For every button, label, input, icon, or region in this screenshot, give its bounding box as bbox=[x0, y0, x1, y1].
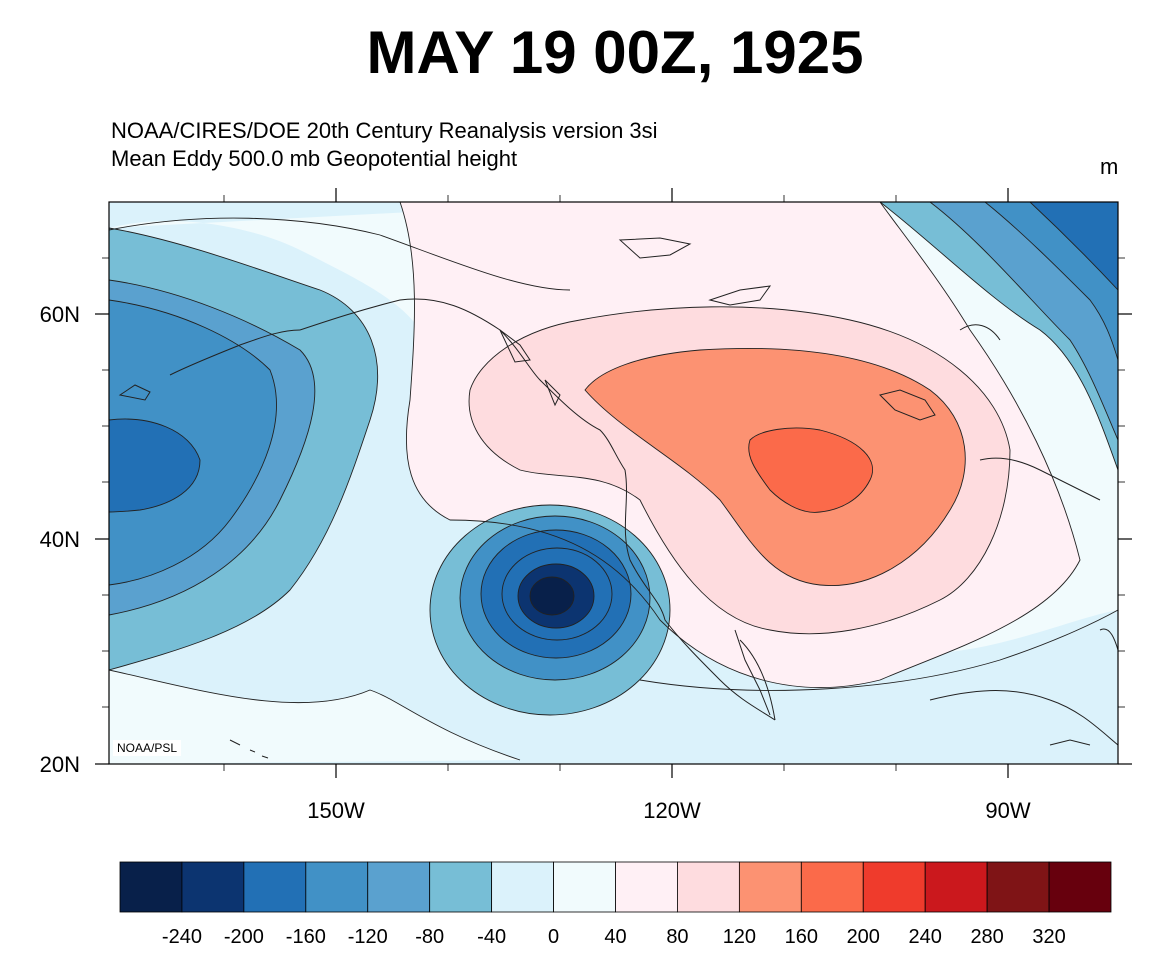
colorbar-tick-label: 160 bbox=[784, 926, 818, 948]
colorbar-swatch bbox=[800, 861, 864, 913]
subtitle-variable: Mean Eddy 500.0 mb Geopotential height bbox=[111, 146, 518, 171]
field-neg-west-3 bbox=[109, 300, 277, 585]
colorbar-tick-label: -240 bbox=[161, 926, 202, 948]
colorbar-swatch bbox=[491, 861, 554, 913]
lat-label-40n: 40N bbox=[39, 527, 80, 552]
lat-label-60n: 60N bbox=[39, 302, 80, 327]
colorbar-tick-label: -200 bbox=[223, 926, 264, 948]
coastlines bbox=[118, 237, 1118, 759]
colorbar-tick-label: 40 bbox=[604, 926, 627, 948]
colorbar-swatch bbox=[924, 861, 988, 913]
colorbar-tick-label: 280 bbox=[970, 926, 1004, 948]
colorbar-tick-label: 240 bbox=[908, 926, 942, 948]
colorbar-swatch bbox=[1048, 861, 1112, 913]
colorbar-tick-label: 80 bbox=[666, 926, 689, 948]
colorbar-swatch bbox=[677, 861, 740, 913]
map-minor-ticks bbox=[102, 195, 1125, 771]
colorbar-swatch bbox=[305, 861, 369, 913]
credit-label: NOAA/PSL bbox=[113, 740, 182, 756]
colorbar-swatch bbox=[243, 861, 307, 913]
lon-label-150w: 150W bbox=[307, 798, 365, 823]
field-ne-4 bbox=[1030, 202, 1118, 290]
colorbar-tick-label: 200 bbox=[846, 926, 880, 948]
colorbar-tick-label: 320 bbox=[1032, 926, 1066, 948]
map-ticks bbox=[95, 188, 1132, 778]
colorbar-swatch bbox=[367, 861, 431, 913]
colorbar-tick-label: -160 bbox=[285, 926, 326, 948]
colorbar-swatch bbox=[986, 861, 1050, 913]
subtitle-source: NOAA/CIRES/DOE 20th Century Reanalysis v… bbox=[111, 118, 658, 143]
colorbar-tick-label: 0 bbox=[548, 926, 560, 948]
lon-label-90w: 90W bbox=[985, 798, 1031, 823]
field-pos-160-200 bbox=[748, 428, 873, 513]
colorbar-tick-label: -40 bbox=[477, 926, 507, 948]
colorbar-swatch bbox=[119, 861, 183, 913]
colorbar-swatch bbox=[862, 861, 926, 913]
contour-fields bbox=[109, 202, 1118, 764]
lat-label-20n: 20N bbox=[39, 752, 80, 777]
colorbar-swatch bbox=[181, 861, 245, 913]
colorbar-swatch bbox=[429, 861, 493, 913]
page-title: MAY 19 00Z, 1925 bbox=[366, 19, 864, 86]
colorbar-swatch bbox=[553, 861, 616, 913]
colorbar-tick-label: -120 bbox=[347, 926, 388, 948]
colorbar-tick-label: -80 bbox=[415, 926, 445, 948]
colorbar-tick-label: 120 bbox=[722, 926, 757, 948]
colorbar-swatch bbox=[738, 861, 802, 913]
units-label: m bbox=[1100, 154, 1119, 179]
map-frame bbox=[108, 201, 1119, 765]
field-band-0-40-south bbox=[109, 670, 520, 764]
colorbar-swatch bbox=[615, 861, 678, 913]
field-neg-west-4 bbox=[109, 419, 200, 512]
contour-lines bbox=[109, 202, 1118, 761]
field-low-6 bbox=[530, 577, 574, 615]
lon-label-120w: 120W bbox=[643, 798, 701, 823]
